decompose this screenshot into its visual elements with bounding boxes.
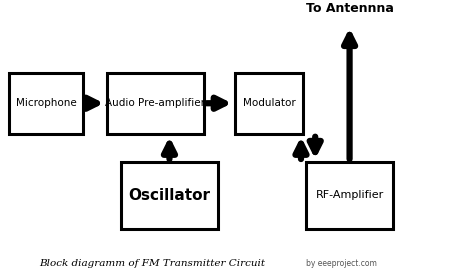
- Text: To Antennna: To Antennna: [306, 2, 393, 15]
- Bar: [107, 73, 204, 134]
- Text: Audio Pre-amplifier: Audio Pre-amplifier: [105, 98, 205, 108]
- Bar: [235, 73, 303, 134]
- Text: by eeeproject.com: by eeeproject.com: [306, 259, 377, 268]
- Text: RF-Amplifier: RF-Amplifier: [316, 190, 383, 200]
- Text: Oscillator: Oscillator: [128, 188, 210, 203]
- Bar: [306, 162, 393, 229]
- Text: Modulator: Modulator: [243, 98, 295, 108]
- Bar: [121, 162, 218, 229]
- Text: Microphone: Microphone: [16, 98, 77, 108]
- Text: Block diagramm of FM Transmitter Circuit: Block diagramm of FM Transmitter Circuit: [39, 259, 264, 268]
- Bar: [9, 73, 83, 134]
